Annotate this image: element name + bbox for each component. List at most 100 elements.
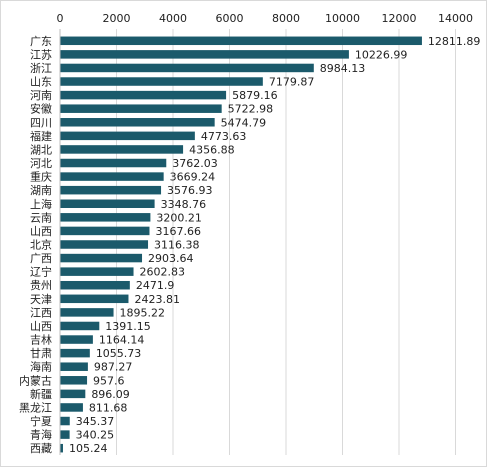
category-label: 北京 <box>30 237 52 251</box>
bar <box>60 213 151 222</box>
bar <box>60 131 195 141</box>
x-tick-label: 2000 <box>103 12 131 25</box>
data-label: 340.25 <box>76 429 115 442</box>
category-label: 贵州 <box>30 279 52 292</box>
data-label: 2602.83 <box>140 266 186 279</box>
bar <box>60 308 114 317</box>
data-label: 3348.76 <box>161 198 207 211</box>
category-label: 河南 <box>30 89 52 102</box>
category-label: 山西 <box>30 320 52 333</box>
bar <box>60 294 129 304</box>
data-label: 2903.64 <box>148 252 194 265</box>
data-label: 3576.93 <box>167 184 213 197</box>
data-label: 811.68 <box>89 401 128 414</box>
data-label: 1055.73 <box>96 347 142 360</box>
bar <box>60 50 349 59</box>
category-label: 山东 <box>30 76 52 89</box>
bar <box>60 145 184 154</box>
x-tick-label: 4000 <box>159 12 187 25</box>
category-label: 辽宁 <box>30 265 52 279</box>
bar <box>60 321 100 331</box>
category-label: 福建 <box>30 129 52 143</box>
bar <box>60 36 422 46</box>
data-label: 2471.9 <box>136 279 175 292</box>
category-label: 重庆 <box>30 170 52 184</box>
category-label: 云南 <box>30 211 52 224</box>
bar <box>60 389 86 399</box>
x-tick-label: 10000 <box>325 12 360 25</box>
data-label: 1164.14 <box>99 334 145 347</box>
x-tick-label: 14000 <box>438 12 473 25</box>
data-label: 3200.21 <box>156 211 202 224</box>
data-label: 987.27 <box>94 361 133 374</box>
data-label: 105.24 <box>69 442 108 455</box>
data-label: 2423.81 <box>134 293 180 306</box>
category-label: 海南 <box>30 360 52 374</box>
data-label: 7179.87 <box>269 76 315 89</box>
data-label: 3762.03 <box>172 157 218 170</box>
x-tick-label: 8000 <box>272 12 300 25</box>
category-label: 江西 <box>30 306 52 319</box>
data-label: 957.6 <box>93 374 125 387</box>
bar <box>60 335 93 344</box>
bar <box>60 416 70 426</box>
bar <box>60 280 130 290</box>
bar <box>60 158 167 168</box>
category-label: 吉林 <box>30 333 52 347</box>
data-label: 3167.66 <box>155 225 201 238</box>
bar <box>60 77 263 86</box>
x-tick-label: 0 <box>57 12 64 25</box>
bar <box>60 253 143 263</box>
category-label: 广东 <box>30 35 52 48</box>
data-label: 4356.88 <box>189 143 235 156</box>
category-label: 四川 <box>30 116 52 129</box>
category-label: 湖南 <box>30 184 52 197</box>
data-label: 4773.63 <box>201 130 247 143</box>
data-label: 345.37 <box>76 415 115 428</box>
x-tick-label: 12000 <box>382 12 417 25</box>
data-label: 896.09 <box>91 388 130 401</box>
bar <box>60 118 215 127</box>
category-label: 西藏 <box>30 442 52 455</box>
category-label: 内蒙古 <box>19 373 52 387</box>
data-label: 1895.22 <box>120 306 166 319</box>
bar <box>60 226 150 236</box>
bar <box>60 104 222 113</box>
category-label: 浙江 <box>30 62 52 75</box>
category-label: 山西 <box>30 225 52 238</box>
bar <box>60 430 70 439</box>
bar <box>60 348 90 358</box>
data-label: 3669.24 <box>170 171 216 184</box>
bar <box>60 267 134 276</box>
data-label: 12811.89 <box>428 35 481 48</box>
bar <box>60 443 63 453</box>
bar <box>60 63 314 73</box>
bar <box>60 362 88 371</box>
category-label: 上海 <box>30 197 52 211</box>
data-label: 5722.98 <box>228 103 274 116</box>
data-label: 5474.79 <box>221 116 267 129</box>
x-tick-label: 6000 <box>216 12 244 25</box>
category-label: 新疆 <box>30 387 52 401</box>
category-label: 广西 <box>30 252 52 265</box>
data-label: 5879.16 <box>232 89 278 102</box>
bar <box>60 172 164 181</box>
category-label: 湖北 <box>30 143 52 156</box>
category-label: 河北 <box>30 157 52 170</box>
category-label: 甘肃 <box>30 347 52 360</box>
category-label: 青海 <box>30 428 52 442</box>
category-label: 江苏 <box>30 48 52 61</box>
bar <box>60 376 88 385</box>
bar <box>60 90 227 100</box>
data-label: 1391.15 <box>105 320 151 333</box>
bar <box>60 199 155 208</box>
category-label: 安徽 <box>30 102 52 116</box>
bar <box>60 240 149 249</box>
category-label: 天津 <box>30 293 52 306</box>
data-label: 10226.99 <box>355 48 408 61</box>
bar <box>60 403 83 412</box>
data-label: 3116.38 <box>154 238 200 251</box>
category-label: 黑龙江 <box>19 401 52 414</box>
